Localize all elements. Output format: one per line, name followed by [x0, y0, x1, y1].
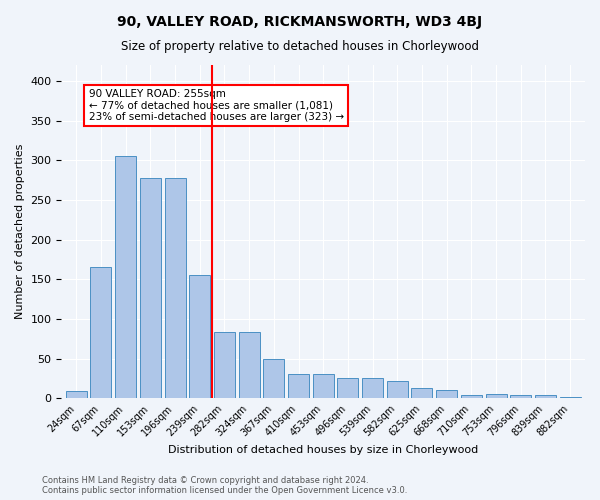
Bar	[214, 332, 235, 398]
Bar	[115, 156, 136, 398]
Bar	[189, 276, 210, 398]
Bar	[362, 378, 383, 398]
Bar	[288, 374, 309, 398]
Bar	[461, 395, 482, 398]
Bar	[510, 395, 531, 398]
Bar	[485, 394, 506, 398]
Bar	[436, 390, 457, 398]
Bar	[263, 358, 284, 399]
Bar	[66, 391, 87, 398]
Text: Size of property relative to detached houses in Chorleywood: Size of property relative to detached ho…	[121, 40, 479, 53]
Bar	[140, 178, 161, 398]
Bar	[239, 332, 260, 398]
Y-axis label: Number of detached properties: Number of detached properties	[15, 144, 25, 320]
Bar	[91, 268, 112, 398]
Bar	[387, 381, 408, 398]
X-axis label: Distribution of detached houses by size in Chorleywood: Distribution of detached houses by size …	[168, 445, 478, 455]
Bar	[412, 388, 433, 398]
Bar	[313, 374, 334, 398]
Text: 90, VALLEY ROAD, RICKMANSWORTH, WD3 4BJ: 90, VALLEY ROAD, RICKMANSWORTH, WD3 4BJ	[118, 15, 482, 29]
Bar	[535, 395, 556, 398]
Bar	[164, 178, 185, 398]
Bar	[337, 378, 358, 398]
Text: Contains HM Land Registry data © Crown copyright and database right 2024.
Contai: Contains HM Land Registry data © Crown c…	[42, 476, 407, 495]
Text: 90 VALLEY ROAD: 255sqm
← 77% of detached houses are smaller (1,081)
23% of semi-: 90 VALLEY ROAD: 255sqm ← 77% of detached…	[89, 89, 344, 122]
